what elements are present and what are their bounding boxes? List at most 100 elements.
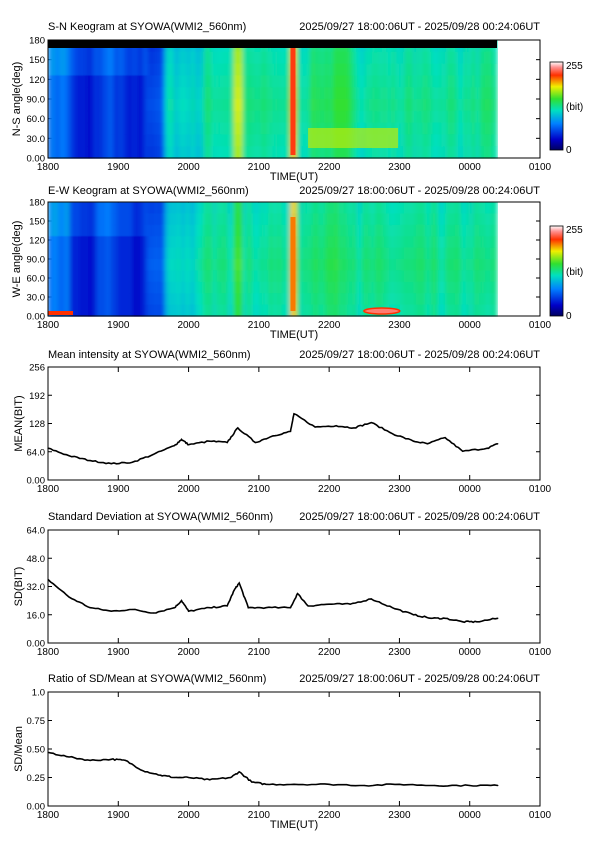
keogram-cell <box>206 87 211 100</box>
keogram-cell <box>68 270 73 283</box>
keogram-cell <box>491 122 495 135</box>
keogram-cell <box>122 87 127 100</box>
keogram-cell <box>266 110 271 124</box>
keogram-cell <box>413 224 417 237</box>
keogram-cell <box>398 99 402 112</box>
keogram-cell <box>467 87 471 100</box>
keogram-cell <box>200 51 205 65</box>
keogram-cell <box>446 202 450 214</box>
keogram-cell <box>206 304 211 317</box>
keogram-cell <box>233 146 238 159</box>
keogram-cell <box>317 75 321 88</box>
keogram-cell <box>251 270 256 283</box>
keogram-cell <box>284 146 289 159</box>
keogram-cell <box>332 202 336 214</box>
keogram-cell <box>491 247 495 260</box>
keogram-cell <box>95 122 100 135</box>
keogram-cell <box>332 63 336 76</box>
keogram-cell <box>48 63 52 76</box>
data-point <box>293 413 295 415</box>
x-tick-label: 2300 <box>388 484 411 495</box>
keogram-cell <box>236 51 241 65</box>
keogram-cell <box>308 51 313 65</box>
keogram-cell <box>131 146 136 159</box>
keogram-cell <box>272 87 277 100</box>
keogram-cell <box>350 213 354 226</box>
keogram-cell <box>413 51 417 65</box>
keogram-cell <box>461 87 465 100</box>
keogram-cell <box>131 75 136 88</box>
keogram-cell <box>440 247 444 260</box>
keogram-cell <box>434 146 438 159</box>
keogram-cell <box>98 224 103 237</box>
keogram-cell <box>152 270 157 283</box>
keogram-cell <box>50 146 55 159</box>
keogram-cell <box>266 281 271 294</box>
keogram-cell <box>107 51 112 65</box>
keogram-cell <box>104 281 109 294</box>
keogram-cell <box>119 99 124 112</box>
keogram-cell <box>302 63 307 76</box>
keogram-cell <box>410 122 414 135</box>
keogram-cell <box>272 236 277 249</box>
keogram-cell <box>143 213 148 226</box>
keogram-cell <box>188 51 193 65</box>
keogram-cell <box>239 63 244 76</box>
keogram-cell <box>314 75 318 88</box>
keogram-cell <box>110 75 115 88</box>
keogram-cell <box>494 87 498 100</box>
keogram-cell <box>440 75 444 88</box>
keogram-cell <box>125 281 130 294</box>
keogram-cell <box>185 87 190 100</box>
keogram-cell <box>419 281 423 294</box>
keogram-cell <box>221 213 226 226</box>
keogram-cell <box>233 122 238 135</box>
keogram-cell <box>410 99 414 112</box>
keogram-cell <box>269 146 274 159</box>
keogram-cell <box>410 281 414 294</box>
keogram-cell <box>83 202 88 214</box>
keogram-cell <box>149 281 154 294</box>
keogram-cell <box>314 236 318 249</box>
keogram-cell <box>422 110 426 124</box>
keogram-cell <box>281 51 286 65</box>
data-point <box>89 759 91 762</box>
keogram-cell <box>239 87 244 100</box>
keogram-cell <box>86 270 91 283</box>
keogram-cell <box>455 259 459 271</box>
keogram-cell <box>86 134 91 147</box>
keogram-cell <box>374 110 378 124</box>
keogram-cell <box>140 110 145 124</box>
keogram-cell <box>401 224 405 237</box>
keogram-cell <box>197 146 202 159</box>
keogram-cell <box>416 236 420 249</box>
keogram-cell <box>125 224 130 237</box>
keogram-cell <box>491 99 495 112</box>
keogram-cell <box>317 259 321 271</box>
keogram-cell <box>398 270 402 283</box>
keogram-cell <box>488 99 492 112</box>
x-tick-label: 1800 <box>37 320 60 331</box>
keogram-cell <box>383 259 387 271</box>
x-axis-label: TIME(UT) <box>270 171 318 183</box>
keogram-cell <box>152 293 157 306</box>
keogram-cell <box>74 87 79 100</box>
keogram-cell <box>116 87 121 100</box>
keogram-cell <box>404 213 408 226</box>
keogram-cell <box>206 236 211 249</box>
keogram-cell <box>362 110 366 124</box>
keogram-cell <box>386 247 390 260</box>
keogram-cell <box>251 51 256 65</box>
y-tick-label: 0.25 <box>27 773 46 784</box>
keogram-cell <box>455 51 459 65</box>
keogram-cell <box>467 146 471 159</box>
keogram-cell <box>470 213 474 226</box>
keogram-cell <box>380 75 384 88</box>
keogram-cell <box>299 134 304 147</box>
keogram-cell <box>464 63 468 76</box>
keogram-cell <box>479 293 483 306</box>
keogram-cell <box>101 247 106 260</box>
keogram-cell <box>59 236 64 249</box>
keogram-cell <box>242 213 247 226</box>
aurora-spot <box>363 307 401 315</box>
